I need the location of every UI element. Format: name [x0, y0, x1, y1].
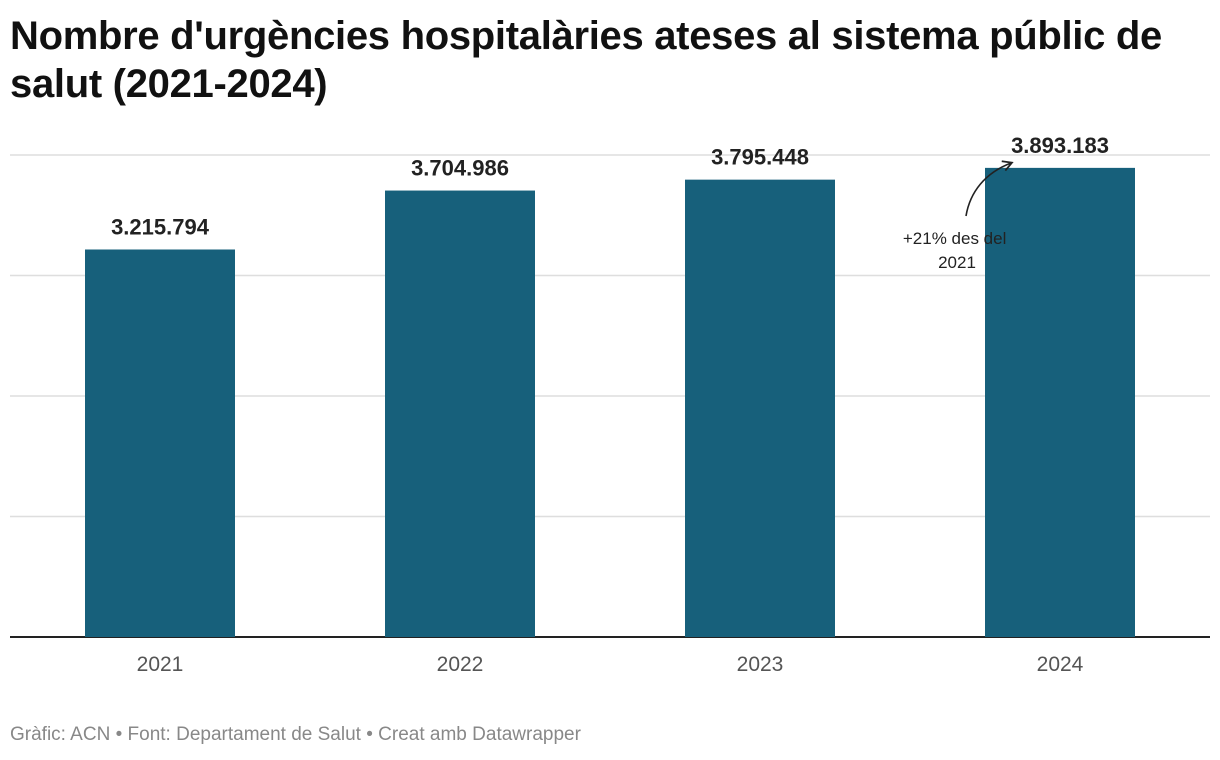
annotation-line-1: +21% des del [903, 229, 1007, 248]
annotation-text: +21% des del 2021 [903, 229, 1011, 272]
annotation-line-2: 2021 [938, 253, 976, 272]
bar-2022 [385, 190, 535, 637]
bar-2023 [685, 179, 835, 638]
label-layer: 3.215.794 2021 3.704.986 2022 3.795.448 2023 3… [111, 133, 1109, 676]
bar-value-label-2021: 3.215.794 [111, 214, 210, 239]
chart-title: Nombre d'urgències hospitalàries ateses … [10, 14, 1162, 106]
annotation-layer: +21% des del 2021 [903, 160, 1014, 272]
bar-value-label-2024: 3.893.183 [1011, 133, 1109, 158]
x-tick-label-2021: 2021 [137, 653, 184, 676]
footer-separator-2: • [366, 724, 373, 745]
bar-2024 [985, 167, 1135, 637]
annotation-arrow [965, 160, 1014, 217]
bar-layer [85, 167, 1135, 638]
bar-2021 [85, 249, 235, 637]
x-tick-label-2024: 2024 [1037, 653, 1084, 676]
chart-footer: Gràfic: ACN • Font: Departament de Salut… [10, 724, 581, 746]
bar-value-label-2023: 3.795.448 [711, 145, 809, 170]
x-tick-label-2023: 2023 [737, 653, 784, 676]
footer-made-with: Creat amb Datawrapper [378, 724, 581, 745]
footer-source: Font: Departament de Salut [127, 724, 361, 745]
x-tick-label-2022: 2022 [437, 653, 484, 676]
bar-value-label-2022: 3.704.986 [411, 156, 509, 181]
footer-chart-by: Gràfic: ACN [10, 724, 111, 745]
footer-separator-1: • [115, 724, 123, 745]
